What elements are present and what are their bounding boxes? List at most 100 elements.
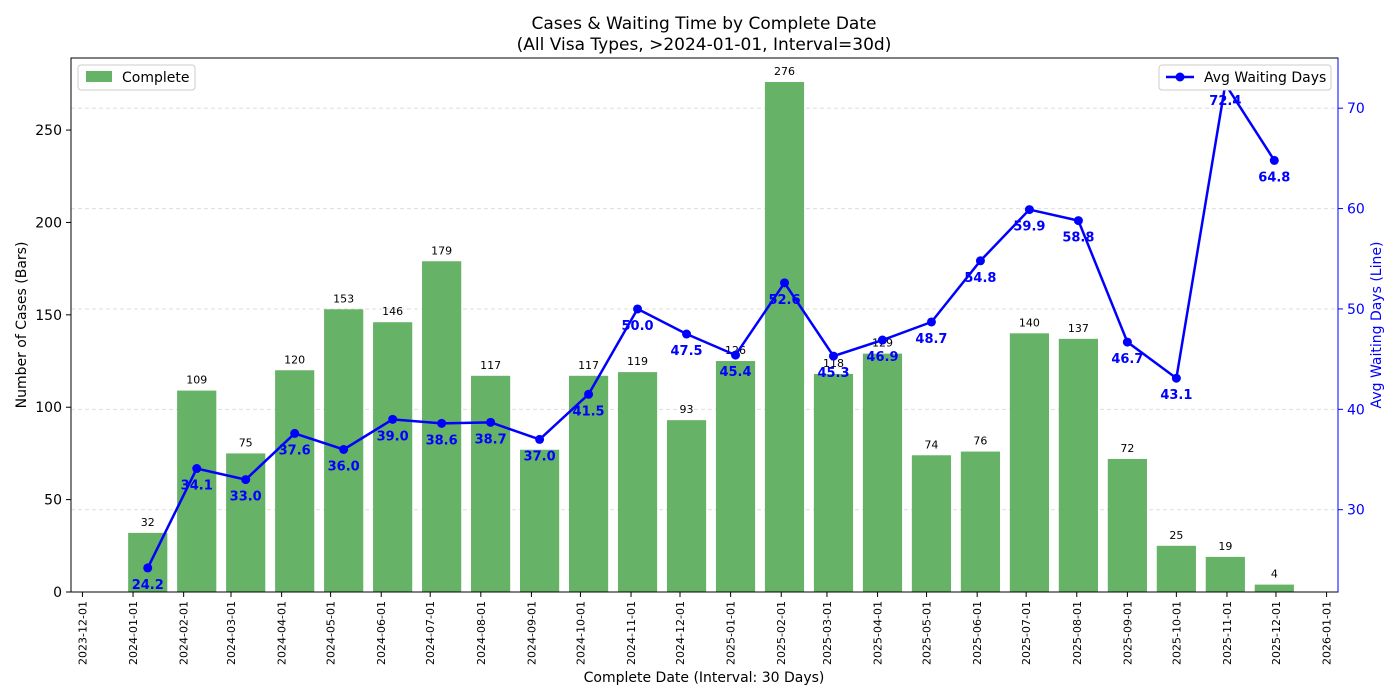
bar-value-label: 75 <box>239 436 253 449</box>
bar-value-label: 93 <box>680 403 694 416</box>
line-value-label: 52.6 <box>768 293 800 308</box>
bar <box>1156 545 1196 592</box>
bar <box>862 353 903 592</box>
line-value-label: 47.5 <box>671 344 703 359</box>
bar-value-label: 120 <box>284 353 305 366</box>
line-point <box>339 444 349 454</box>
bar-value-label: 179 <box>431 244 452 257</box>
bar-value-label: 140 <box>1019 316 1040 329</box>
line-point <box>437 418 447 428</box>
line-value-label: 50.0 <box>622 319 654 334</box>
line-value-label: 58.8 <box>1062 231 1094 246</box>
x-tick-label: 2025-07-01 <box>1020 601 1033 665</box>
line-point <box>1269 155 1279 165</box>
bar <box>1107 458 1147 592</box>
line-value-label: 37.0 <box>524 449 556 464</box>
bar-value-label: 76 <box>973 435 987 448</box>
x-tick-label: 2024-12-01 <box>674 601 687 665</box>
chart-subtitle: (All Visa Types, >2024-01-01, Interval=3… <box>517 35 892 55</box>
legend-right: Avg Waiting Days <box>1158 64 1332 91</box>
line-value-label: 41.5 <box>573 404 605 419</box>
bar-value-label: 74 <box>924 438 938 451</box>
bar-value-label: 72 <box>1120 442 1134 455</box>
axes <box>70 57 1339 593</box>
line-point <box>388 414 398 424</box>
bar-value-label: 276 <box>774 65 795 78</box>
bar <box>373 322 413 592</box>
bar-value-label: 32 <box>141 516 155 529</box>
x-tick-label: 2024-09-01 <box>525 601 538 665</box>
bar-value-label: 4 <box>1271 568 1278 581</box>
bar-value-label: 117 <box>578 359 599 372</box>
line-value-label: 38.7 <box>475 432 507 447</box>
line-value-label: 33.0 <box>230 490 262 505</box>
chart-title: Cases & Waiting Time by Complete Date <box>532 14 877 34</box>
x-tick-label: 2024-08-01 <box>475 601 488 665</box>
legend-bar-swatch <box>86 71 112 82</box>
line-value-label: 59.9 <box>1013 220 1045 235</box>
bar <box>764 82 805 593</box>
x-tick-label: 2025-09-01 <box>1121 601 1134 665</box>
line-value-label: 45.3 <box>817 366 849 381</box>
waiting-days-line <box>146 80 1276 569</box>
line-point <box>975 256 985 266</box>
x-tick-label: 2025-01-01 <box>725 601 738 665</box>
line-value-label: 46.9 <box>866 350 898 365</box>
line-value-label: 45.4 <box>719 365 751 380</box>
x-tick-label: 2024-11-01 <box>625 601 638 665</box>
x-tick-label: 2024-04-01 <box>276 601 289 665</box>
line-point <box>828 351 838 361</box>
line-value-label: 36.0 <box>328 459 360 474</box>
x-tick-label: 2024-03-01 <box>225 601 238 665</box>
x-tick-label: 2025-10-01 <box>1170 601 1183 665</box>
line-point <box>486 417 496 427</box>
line-point <box>731 350 741 360</box>
bar <box>520 449 560 592</box>
y-left-tick-label: 0 <box>53 585 62 601</box>
y-left-tick-label: 100 <box>35 400 62 416</box>
bar <box>813 373 854 592</box>
bar <box>1254 584 1294 592</box>
x-tick-label: 2025-11-01 <box>1221 601 1234 665</box>
bar <box>911 455 952 592</box>
x-tick-label: 2024-05-01 <box>325 601 338 665</box>
bar <box>177 390 217 592</box>
line-point <box>1073 216 1083 226</box>
line-point <box>877 335 887 345</box>
bar <box>666 420 707 592</box>
x-tick-label: 2025-08-01 <box>1071 601 1084 665</box>
legend-line-marker <box>1175 72 1185 82</box>
y-left-tick-label: 250 <box>35 123 62 139</box>
bar-value-label: 119 <box>627 355 648 368</box>
line-value-label: 54.8 <box>964 271 996 286</box>
legend-left-label: Complete <box>122 70 189 86</box>
legend-right-label: Avg Waiting Days <box>1204 70 1326 86</box>
x-tick-label: 2024-06-01 <box>375 601 388 665</box>
line-point <box>1122 337 1132 347</box>
line-value-label: 64.8 <box>1258 170 1290 185</box>
line-point <box>780 278 790 288</box>
bar <box>617 372 658 592</box>
x-tick-label: 2023-12-01 <box>76 601 89 665</box>
x-tick-label: 2026-01-01 <box>1321 601 1334 665</box>
bar-value-label: 137 <box>1068 322 1089 335</box>
line-point <box>192 464 202 474</box>
bar <box>715 361 756 592</box>
y-right-tick-label: 30 <box>1347 503 1365 519</box>
bar-value-label: 19 <box>1218 540 1232 553</box>
y-right-tick-label: 70 <box>1347 101 1365 117</box>
line-point <box>682 329 692 339</box>
bar-series <box>128 82 1294 593</box>
ticks: 0 50 100 150 200 250 30 40 50 60 70 2023-12-01 2024-… <box>35 101 1365 665</box>
bar <box>1058 338 1098 592</box>
y-left-tick-label: 50 <box>44 493 62 509</box>
bar-value-label: 146 <box>382 305 403 318</box>
x-tick-label: 2024-01-01 <box>127 601 140 665</box>
y-right-tick-label: 40 <box>1347 402 1365 418</box>
line-point <box>633 304 643 314</box>
line-value-label: 34.1 <box>181 479 213 494</box>
line-value-label: 37.6 <box>279 443 311 458</box>
y-axis-right-label: Avg Waiting Days (Line) <box>1369 242 1385 409</box>
y-right-tick-label: 50 <box>1347 302 1365 318</box>
